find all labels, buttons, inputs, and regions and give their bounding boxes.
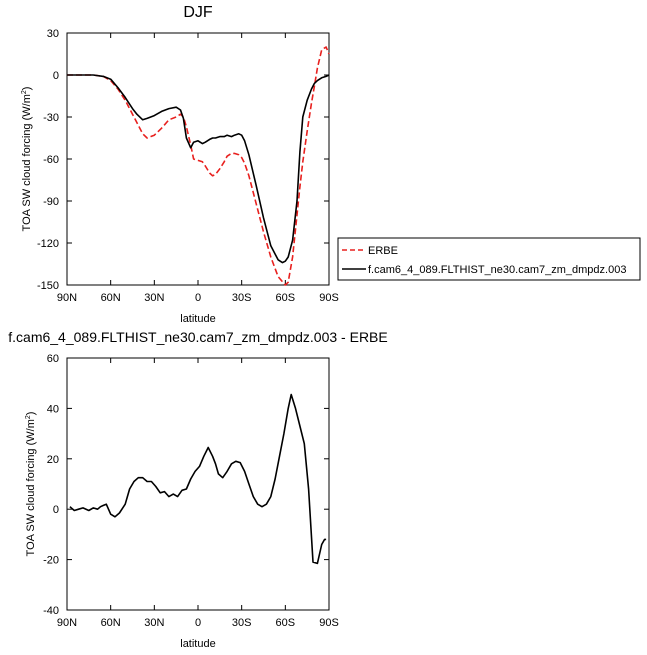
top-y-label-main: TOA SW cloud forcing (W/m	[21, 94, 33, 231]
bottom-x-axis: 90N 60N 30N 0 30S 60S 90S	[57, 358, 339, 629]
top-y-tick-label: -60	[43, 154, 59, 166]
top-y-axis: -150 -120 -90 -60 -30 0 30	[37, 28, 329, 292]
bottom-series-group	[69, 393, 327, 565]
bottom-series-line-0	[69, 393, 327, 565]
top-x-tick-label: 30S	[232, 292, 252, 304]
top-y-label-close: )	[21, 87, 33, 91]
top-x-tick-label: 90N	[57, 292, 77, 304]
top-y-tick-label: -150	[37, 280, 59, 292]
bottom-x-tick-label: 30N	[144, 617, 164, 629]
top-y-label-sup: 2	[21, 90, 28, 94]
bottom-y-tick-label: -20	[43, 555, 59, 567]
top-x-axis: 90N 60N 30N 0 30S 60S 90S	[57, 33, 339, 304]
top-y-tick-label: -90	[43, 196, 59, 208]
bottom-x-tick-label: 60S	[276, 617, 296, 629]
bottom-y-label-sup: 2	[25, 415, 32, 419]
bottom-y-tick-label: 60	[47, 353, 59, 365]
top-panel: DJF -150 -120 -90 -60 -30 0 30 90N 60N 30N 0 30S 60…	[21, 4, 339, 325]
bottom-y-axis: -40 -20 0 20 40 60	[43, 353, 329, 617]
legend-label-model: f.cam6_4_089.FLTHIST_ne30.cam7_zm_dmpdz.…	[368, 264, 626, 276]
bottom-y-label-close: )	[25, 412, 37, 416]
top-y-axis-label: TOA SW cloud forcing (W/m2)	[21, 87, 33, 232]
top-series-group	[67, 46, 330, 286]
bottom-y-axis-label: TOA SW cloud forcing (W/m2)	[25, 412, 37, 557]
bottom-x-tick-label: 60N	[101, 617, 121, 629]
bottom-x-tick-label: 90N	[57, 617, 77, 629]
bottom-y-label-main: TOA SW cloud forcing (W/m	[25, 419, 37, 556]
top-series-line-0	[67, 46, 330, 286]
bottom-x-tick-label: 90S	[319, 617, 339, 629]
bottom-x-axis-label: latitude	[180, 638, 215, 650]
top-y-tick-label: 0	[53, 70, 59, 82]
top-series-line-1	[67, 74, 330, 264]
top-y-tick-label: 30	[47, 28, 59, 40]
bottom-panel: f.cam6_4_089.FLTHIST_ne30.cam7_zm_dmpdz.…	[8, 329, 387, 650]
bottom-plot-frame	[66, 357, 330, 611]
bottom-y-tick-label: 0	[53, 504, 59, 516]
top-y-tick-label: -120	[37, 238, 59, 250]
top-y-tick-label: -30	[43, 112, 59, 124]
legend-label-erbe: ERBE	[368, 245, 398, 257]
top-chart-title: DJF	[183, 4, 213, 21]
bottom-chart-title: f.cam6_4_089.FLTHIST_ne30.cam7_zm_dmpdz.…	[8, 329, 387, 345]
bottom-y-tick-label: -40	[43, 605, 59, 617]
top-plot-frame	[66, 32, 330, 286]
top-x-tick-label: 60N	[101, 292, 121, 304]
bottom-y-tick-label: 20	[47, 454, 59, 466]
top-x-tick-label: 30N	[144, 292, 164, 304]
top-x-tick-label: 60S	[276, 292, 296, 304]
bottom-x-tick-label: 30S	[232, 617, 252, 629]
top-x-axis-label: latitude	[180, 313, 215, 325]
top-x-tick-label: 90S	[319, 292, 339, 304]
top-x-tick-label: 0	[195, 292, 201, 304]
bottom-y-tick-label: 40	[47, 403, 59, 415]
legend-box	[337, 237, 641, 281]
bottom-x-tick-label: 0	[195, 617, 201, 629]
legend: ERBE f.cam6_4_089.FLTHIST_ne30.cam7_zm_d…	[337, 237, 641, 281]
